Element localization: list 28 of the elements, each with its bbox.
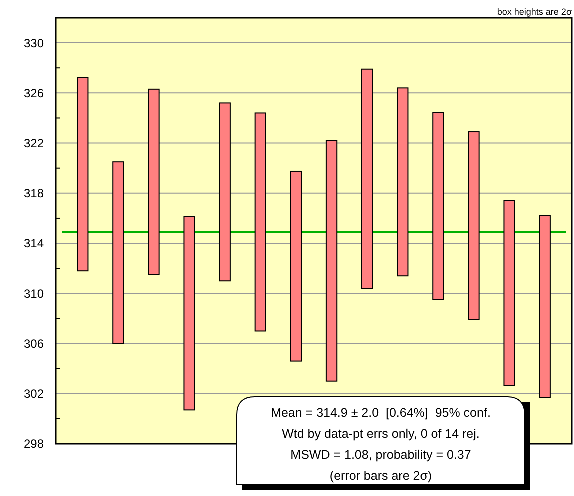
bar (432, 112, 444, 300)
text: MSWD = 1.08, probability = 0.37 (290, 448, 472, 462)
text: box heights are 2σ (497, 7, 572, 17)
bar (539, 215, 551, 398)
y-tick-label: 314 (24, 236, 44, 251)
bar (112, 162, 124, 344)
bar (254, 112, 266, 332)
text: (error bars are 2σ) (330, 469, 432, 483)
bar (397, 88, 409, 277)
y-tick-label: 330 (24, 36, 44, 50)
bar (184, 216, 196, 411)
y-tick-label: 318 (24, 186, 44, 201)
y-tick-label: 322 (24, 136, 44, 150)
annotation: Wtd by data-pt errs only, 0 of 14 rej. (282, 427, 480, 441)
bar (219, 102, 231, 282)
y-tick-label: 306 (24, 336, 44, 351)
bar (326, 140, 338, 382)
annotation: Mean = 314.9 ± 2.0 [0.64%] 95% conf. (271, 406, 491, 420)
y-tick-label: 326 (24, 86, 44, 100)
bar (504, 200, 516, 386)
bar (77, 77, 89, 272)
bar (468, 132, 480, 320)
bar (362, 68, 374, 290)
y-tick-label: 302 (24, 387, 44, 402)
bar (148, 88, 160, 276)
bar (290, 170, 302, 362)
y-tick-label: 310 (24, 286, 44, 301)
y-tick-label: 298 (24, 437, 44, 452)
